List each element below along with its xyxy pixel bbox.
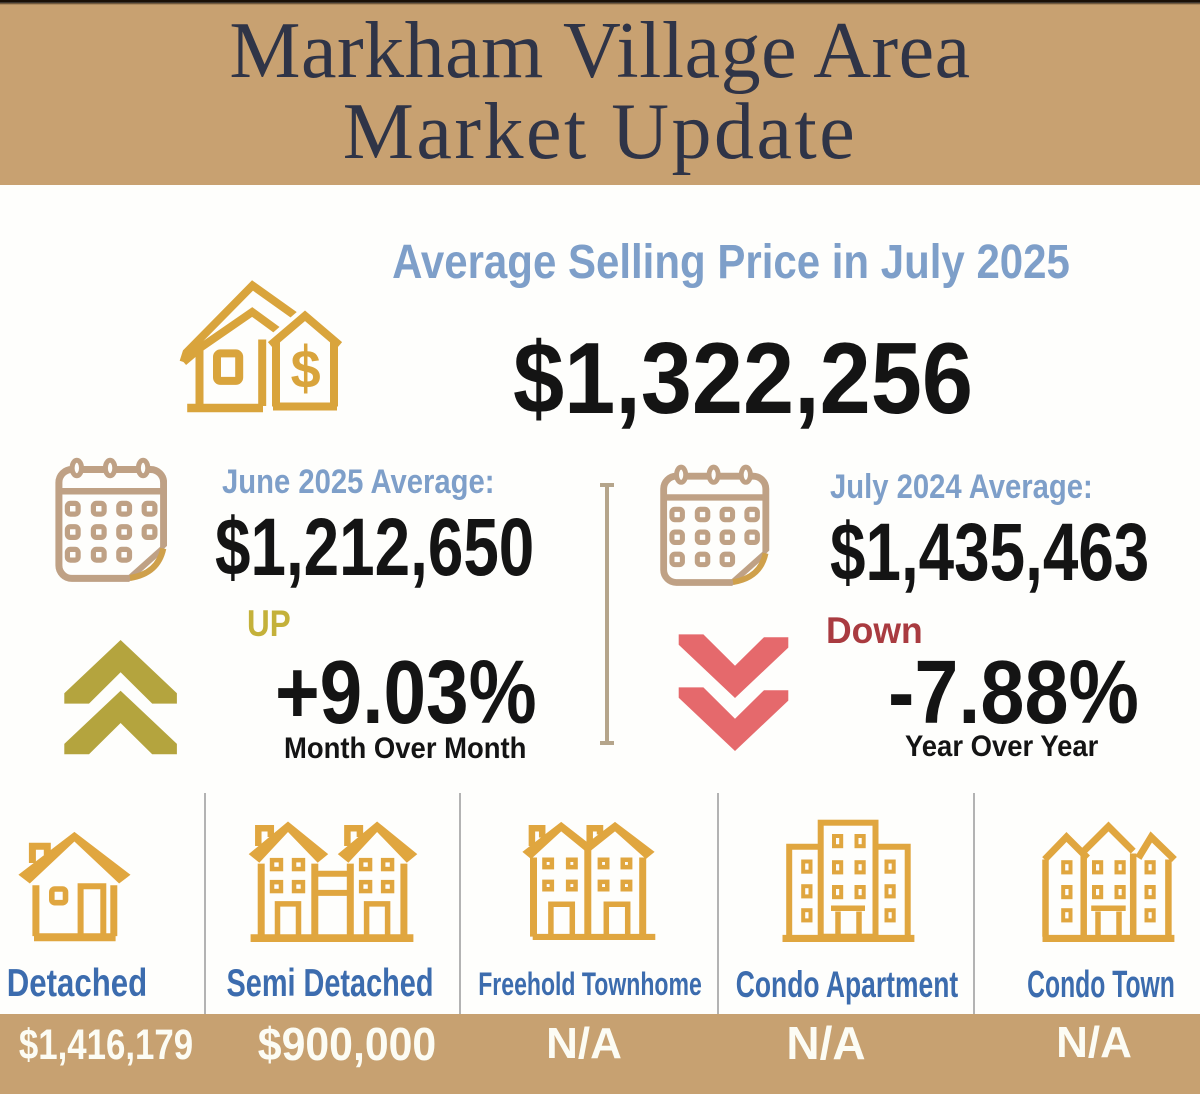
svg-text:$: $ [291, 340, 321, 400]
